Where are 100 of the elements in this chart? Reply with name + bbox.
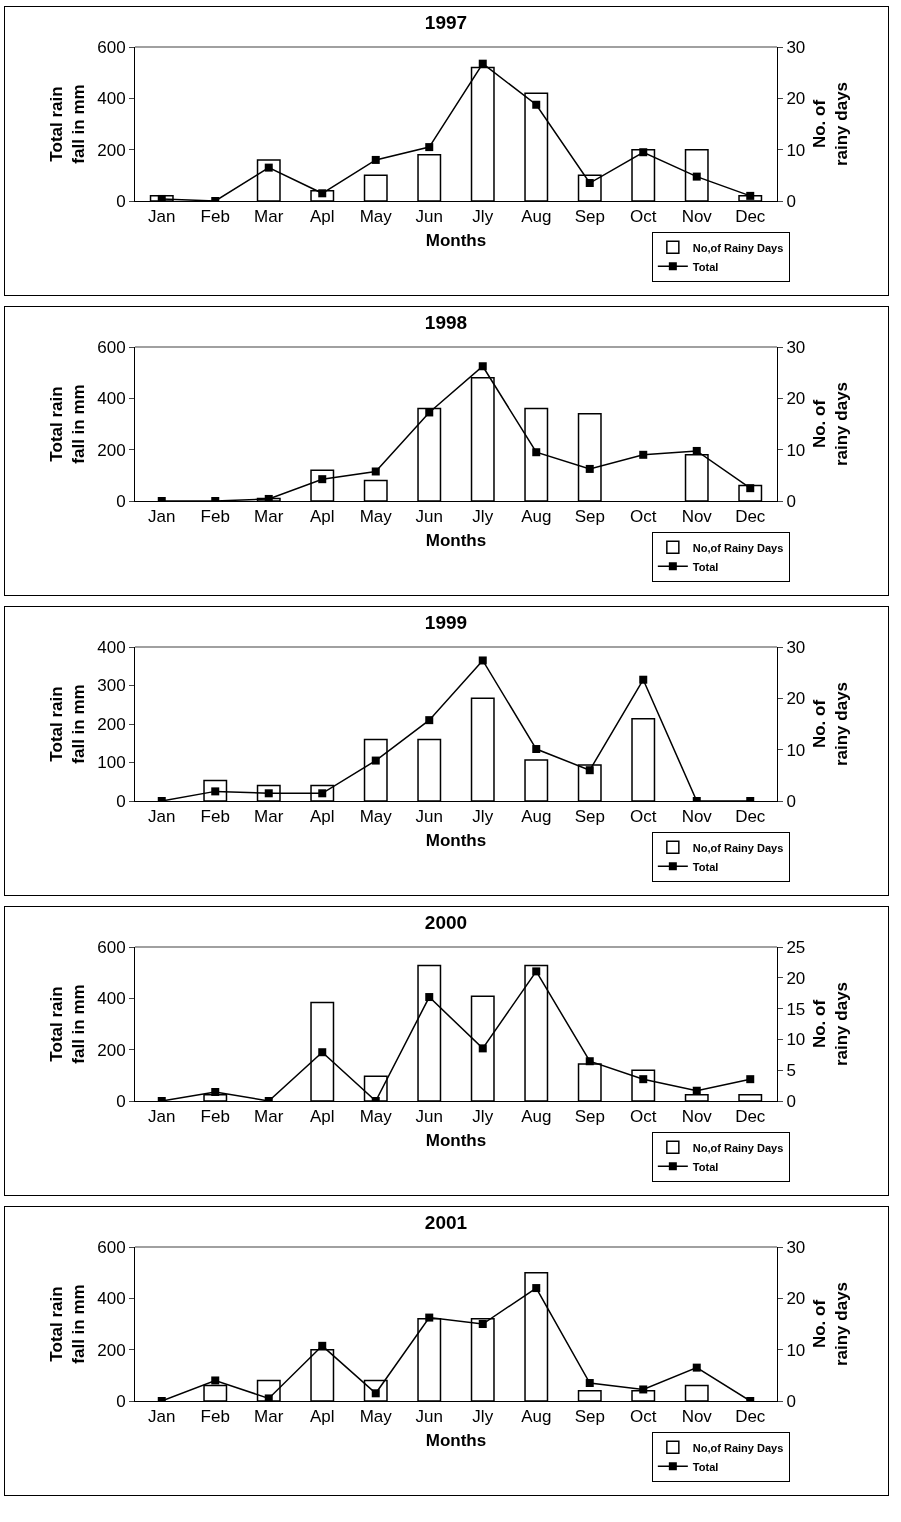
x-tick-label: Aug (521, 507, 552, 527)
y2-tick-label: 25 (786, 937, 806, 957)
y-tick-label: 600 (97, 1237, 126, 1257)
x-tick-label: May (359, 1107, 393, 1127)
x-axis-title: Months (425, 830, 487, 850)
x-tick-label: Dec (735, 807, 766, 827)
x-tick-label: Nov (681, 507, 713, 527)
x-tick-label: Feb (200, 807, 230, 827)
y2-tick-label: 0 (786, 1091, 796, 1111)
chart-title: 2000 (424, 911, 468, 933)
y2-tick-label: 0 (786, 491, 796, 511)
y2-axis-title: No. of rainy days (809, 681, 851, 767)
y-tick-label: 0 (116, 1091, 126, 1111)
chart-title: 1998 (424, 311, 468, 333)
y-tick-label: 400 (97, 989, 126, 1009)
x-tick-label: Apl (309, 1107, 335, 1127)
chart-title: 2001 (424, 1211, 468, 1233)
y2-tick-label: 5 (786, 1061, 796, 1081)
x-tick-label: Jun (415, 1407, 443, 1427)
y-tick-label: 400 (97, 89, 126, 109)
y-tick-label: 200 (97, 1340, 126, 1360)
y2-tick-label: 30 (786, 1237, 806, 1257)
y-tick-label: 0 (116, 491, 126, 511)
y-tick-label: 200 (97, 714, 126, 734)
x-tick-label: Apl (309, 207, 335, 227)
x-tick-label: Jan (148, 207, 176, 227)
legend-label: No,of Rainy Days (692, 541, 784, 554)
x-tick-label: Apl (309, 1407, 335, 1427)
x-axis-title: Months (425, 1130, 487, 1150)
y-axis-title: Total rain fall in mm (46, 384, 88, 464)
x-tick-label: Aug (521, 1107, 552, 1127)
y-tick-label: 300 (97, 676, 126, 696)
y2-tick-label: 20 (786, 1289, 806, 1309)
y2-axis-title: No. of rainy days (809, 1281, 851, 1367)
legend-label: No,of Rainy Days (692, 1441, 784, 1454)
x-axis-title: Months (425, 230, 487, 250)
x-tick-label: Dec (735, 507, 766, 527)
x-tick-label: May (359, 1407, 393, 1427)
x-tick-label: Jly (472, 1107, 494, 1127)
y2-tick-label: 10 (786, 140, 806, 160)
x-tick-label: Feb (200, 207, 230, 227)
legend-label: Total (692, 860, 719, 873)
y2-tick-label: 30 (786, 37, 806, 57)
x-tick-label: Nov (681, 807, 713, 827)
y-tick-label: 200 (97, 140, 126, 160)
x-tick-label: Nov (681, 1407, 713, 1427)
y-tick-label: 0 (116, 1391, 126, 1411)
x-tick-label: Sep (574, 1107, 605, 1127)
legend-label: Total (692, 1160, 719, 1173)
y-axis-title: Total rain fall in mm (46, 684, 88, 764)
legend-label: No,of Rainy Days (692, 1141, 784, 1154)
x-tick-label: Feb (200, 1407, 230, 1427)
y2-tick-label: 0 (786, 791, 796, 811)
y2-tick-label: 10 (786, 740, 806, 760)
x-tick-label: Sep (574, 1407, 605, 1427)
y-tick-label: 0 (116, 191, 126, 211)
x-tick-label: Jun (415, 507, 443, 527)
x-tick-label: Apl (309, 507, 335, 527)
legend-label: No,of Rainy Days (692, 841, 784, 854)
y-tick-label: 200 (97, 1040, 126, 1060)
y2-axis-title: No. of rainy days (809, 81, 851, 167)
x-tick-label: Nov (681, 207, 713, 227)
x-tick-label: Feb (200, 507, 230, 527)
x-tick-label: Jan (148, 1407, 176, 1427)
y-tick-label: 200 (97, 440, 126, 460)
x-tick-label: Mar (254, 207, 284, 227)
y2-tick-label: 0 (786, 1391, 796, 1411)
x-tick-label: Sep (574, 807, 605, 827)
x-tick-label: May (359, 507, 393, 527)
x-tick-label: Aug (521, 807, 552, 827)
x-tick-label: Jun (415, 807, 443, 827)
x-tick-label: Jun (415, 207, 443, 227)
legend-label: Total (692, 560, 719, 573)
x-tick-label: Dec (735, 1107, 766, 1127)
y-tick-label: 600 (97, 37, 126, 57)
x-tick-label: Nov (681, 1107, 713, 1127)
x-tick-label: Jly (472, 507, 494, 527)
x-tick-label: Apl (309, 807, 335, 827)
x-tick-label: Mar (254, 807, 284, 827)
x-tick-label: Mar (254, 1107, 284, 1127)
y2-tick-label: 10 (786, 1340, 806, 1360)
x-tick-label: Mar (254, 507, 284, 527)
x-tick-label: Jly (472, 207, 494, 227)
x-tick-label: Oct (630, 807, 657, 827)
y-axis-title: Total rain fall in mm (46, 1284, 88, 1364)
x-tick-label: Dec (735, 1407, 766, 1427)
x-tick-label: Oct (630, 507, 657, 527)
legend-label: Total (692, 260, 719, 273)
y2-tick-label: 20 (786, 89, 806, 109)
x-tick-label: Jan (148, 507, 176, 527)
x-tick-label: Jly (472, 1407, 494, 1427)
x-tick-label: May (359, 207, 393, 227)
x-tick-label: Jan (148, 1107, 176, 1127)
y-tick-label: 400 (97, 637, 126, 657)
x-axis-title: Months (425, 530, 487, 550)
x-tick-label: May (359, 807, 393, 827)
y2-tick-label: 15 (786, 999, 806, 1019)
y2-tick-label: 30 (786, 637, 806, 657)
y2-tick-label: 20 (786, 968, 806, 988)
y2-tick-label: 0 (786, 191, 796, 211)
